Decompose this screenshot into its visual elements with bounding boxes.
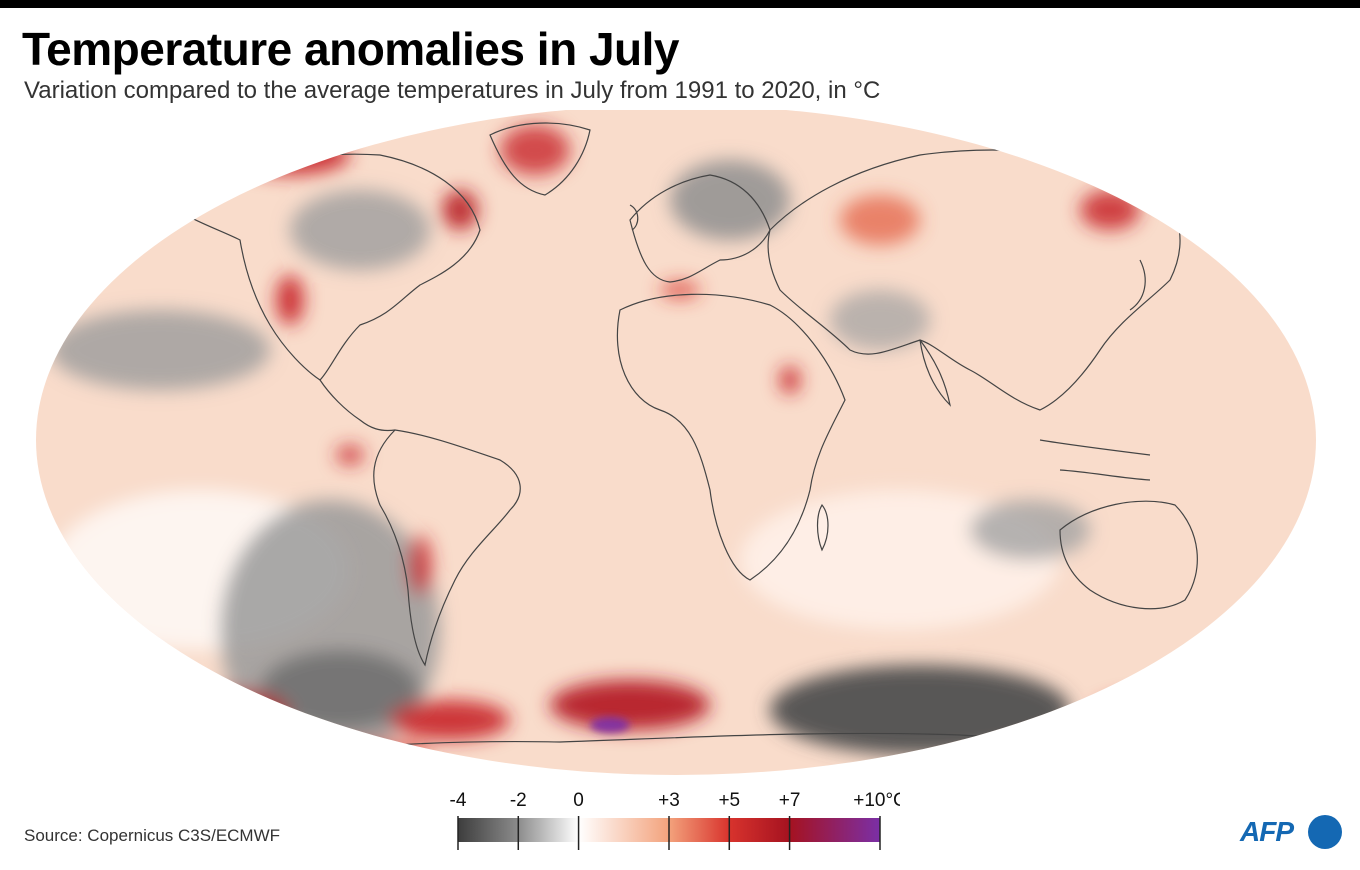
greenland-outline xyxy=(489,122,591,196)
chart-subtitle: Variation compared to the average temper… xyxy=(24,77,881,104)
madagascar-outline xyxy=(816,503,829,552)
indonesia-outline xyxy=(1039,439,1151,481)
top-rule xyxy=(0,0,1360,8)
asia-outline xyxy=(767,149,1181,411)
afp-logo-text: AFP xyxy=(1240,816,1294,847)
india-outline xyxy=(919,339,951,407)
world-map-svg xyxy=(36,110,1316,775)
central-america-outline xyxy=(319,379,396,432)
legend-tick-label-1: -2 xyxy=(510,790,527,811)
legend-tick-label-2: 0 xyxy=(573,790,584,811)
south-america-outline xyxy=(373,429,521,667)
uk-outline xyxy=(629,204,639,231)
continent-outlines xyxy=(168,122,1247,766)
anomaly-map xyxy=(0,110,1360,780)
color-legend: -4 -2 0 +3 +5 +7 +10°C xyxy=(440,782,900,858)
afp-logo-dot-icon xyxy=(1308,815,1342,849)
chart-title: Temperature anomalies in July xyxy=(22,23,680,75)
source-note: Source: Copernicus C3S/ECMWF xyxy=(24,826,281,845)
europe-outline xyxy=(629,174,771,283)
africa-outline xyxy=(616,293,846,581)
legend-tick-label-4: +5 xyxy=(718,790,740,811)
legend-svg: -4 -2 0 +3 +5 +7 +10°C xyxy=(450,790,900,850)
legend-tick-label-6: +10°C xyxy=(853,790,900,811)
japan-outline xyxy=(1129,259,1146,311)
legend-tick-label-5: +7 xyxy=(779,790,801,811)
legend-tick-label-3: +3 xyxy=(658,790,680,811)
new-zealand-outline xyxy=(1234,599,1247,641)
afp-logo: AFP xyxy=(1240,812,1345,852)
australia-outline xyxy=(1059,500,1198,610)
north-america-outline xyxy=(168,153,481,381)
legend-tick-label-0: -4 xyxy=(450,790,467,811)
